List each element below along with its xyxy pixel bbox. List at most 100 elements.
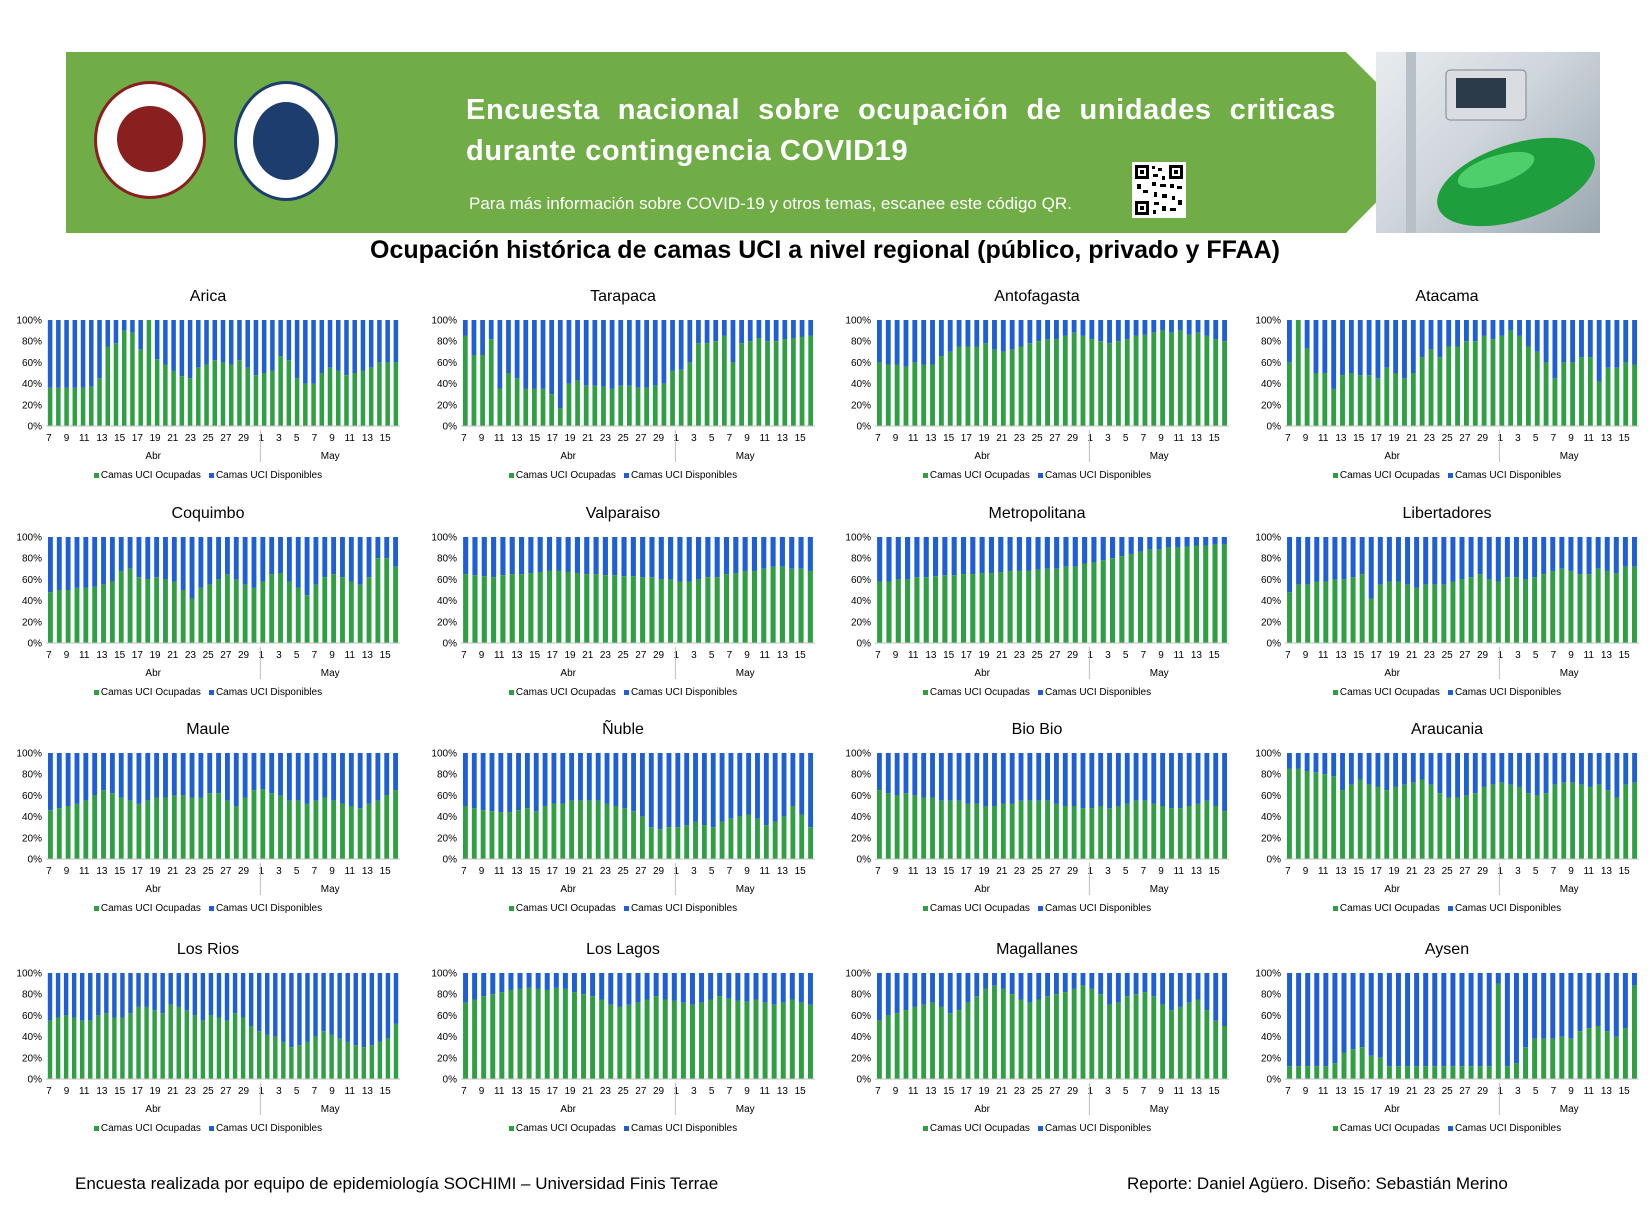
bar-ocupadas bbox=[581, 994, 587, 1079]
bar-disponibles bbox=[1622, 537, 1628, 567]
bar-ocupadas bbox=[196, 367, 201, 426]
bar-ocupadas bbox=[360, 370, 366, 426]
x-tick-label: 29 bbox=[1067, 866, 1079, 877]
x-tick-label: 11 bbox=[1584, 650, 1595, 661]
bar-disponibles bbox=[1082, 537, 1088, 564]
bar-ocupadas bbox=[1119, 556, 1125, 643]
bar-ocupadas bbox=[1212, 544, 1218, 643]
x-tick-label: 21 bbox=[1406, 866, 1418, 877]
bar-disponibles bbox=[644, 320, 650, 388]
bar-disponibles bbox=[1423, 537, 1429, 585]
bar-disponibles bbox=[152, 973, 157, 1011]
legend-label: Camas UCI Disponibles bbox=[1454, 470, 1562, 481]
bar-disponibles bbox=[1107, 973, 1112, 1005]
month-label: Abr bbox=[145, 451, 161, 462]
bar-ocupadas bbox=[1375, 378, 1381, 426]
bar-ocupadas bbox=[1459, 579, 1465, 643]
legend-item-disponibles: Camas UCI Disponibles bbox=[1037, 1123, 1151, 1134]
bar-disponibles bbox=[1419, 320, 1425, 358]
x-tick-label: 5 bbox=[294, 1086, 300, 1097]
legend-item-ocupadas: Camas UCI Ocupadas bbox=[508, 1123, 616, 1134]
bar-disponibles bbox=[1446, 753, 1452, 798]
bar-disponibles bbox=[1541, 537, 1547, 575]
bar-disponibles bbox=[648, 753, 654, 828]
bar-disponibles bbox=[352, 320, 357, 373]
bar-ocupadas bbox=[1195, 332, 1201, 426]
bar-ocupadas bbox=[83, 587, 89, 643]
legend-label: Camas UCI Ocupadas bbox=[1339, 687, 1440, 698]
x-tick-label: 5 bbox=[709, 433, 715, 444]
bar-disponibles bbox=[1080, 753, 1086, 809]
bar-ocupadas bbox=[118, 797, 124, 859]
x-tick-label: 7 bbox=[1285, 650, 1291, 661]
y-tick-label: 20% bbox=[1261, 833, 1281, 844]
x-tick-label: 15 bbox=[1353, 650, 1365, 661]
qr-code[interactable] bbox=[1132, 162, 1186, 218]
bar-ocupadas bbox=[886, 581, 892, 643]
bar-ocupadas bbox=[609, 388, 615, 426]
bar-disponibles bbox=[1468, 537, 1474, 578]
x-tick-label: 15 bbox=[114, 650, 126, 661]
bar-ocupadas bbox=[1128, 553, 1134, 643]
bar-ocupadas bbox=[1622, 1028, 1628, 1079]
bar-disponibles bbox=[1414, 537, 1420, 588]
legend-swatch bbox=[623, 689, 629, 695]
bar-disponibles bbox=[553, 973, 559, 988]
x-tick-label: 5 bbox=[1533, 866, 1539, 877]
x-tick-label: 7 bbox=[1141, 650, 1147, 661]
bar-disponibles bbox=[1332, 537, 1338, 580]
x-tick-label: 29 bbox=[653, 866, 665, 877]
x-tick-label: 15 bbox=[1209, 866, 1221, 877]
bar-disponibles bbox=[144, 973, 149, 1007]
bar-disponibles bbox=[992, 320, 997, 350]
x-tick-label: 11 bbox=[494, 866, 505, 877]
x-tick-label: 15 bbox=[114, 433, 126, 444]
bar-ocupadas bbox=[894, 364, 900, 426]
bar-ocupadas bbox=[472, 575, 478, 643]
bar-ocupadas bbox=[47, 592, 53, 643]
bar-disponibles bbox=[1543, 320, 1549, 363]
x-tick-label: 13 bbox=[1335, 433, 1347, 444]
bar-disponibles bbox=[885, 753, 891, 794]
bar-ocupadas bbox=[1605, 790, 1611, 859]
month-label: Abr bbox=[974, 1104, 990, 1115]
bar-disponibles bbox=[171, 537, 177, 582]
x-tick-label: 13 bbox=[362, 650, 374, 661]
bar-ocupadas bbox=[1423, 584, 1429, 643]
bar-ocupadas bbox=[1018, 800, 1024, 859]
x-tick-label: 25 bbox=[203, 866, 215, 877]
bar-disponibles bbox=[1541, 973, 1547, 1039]
legend-label: Camas UCI Ocupadas bbox=[929, 1123, 1030, 1134]
x-tick-label: 23 bbox=[1424, 650, 1436, 661]
bar-disponibles bbox=[1405, 973, 1411, 1067]
legend-item-disponibles: Camas UCI Disponibles bbox=[623, 903, 737, 914]
legend-item-ocupadas: Camas UCI Ocupadas bbox=[922, 470, 1030, 481]
x-tick-label: 19 bbox=[564, 650, 576, 661]
bar-ocupadas bbox=[781, 816, 787, 859]
bar-ocupadas bbox=[1614, 797, 1620, 859]
bar-ocupadas bbox=[1062, 335, 1068, 426]
legend-swatch bbox=[1447, 905, 1453, 911]
x-tick-label: 21 bbox=[167, 1086, 179, 1097]
y-tick-label: 60% bbox=[851, 1011, 871, 1022]
bar-ocupadas bbox=[189, 598, 195, 643]
bar-disponibles bbox=[684, 753, 690, 826]
y-tick-label: 60% bbox=[437, 1011, 457, 1022]
bar-ocupadas bbox=[772, 821, 778, 859]
bar-ocupadas bbox=[47, 810, 53, 859]
x-tick-label: 9 bbox=[893, 866, 899, 877]
bar-ocupadas bbox=[1089, 339, 1095, 426]
bar-ocupadas bbox=[1532, 1038, 1538, 1079]
bar-disponibles bbox=[55, 973, 61, 1018]
bar-disponibles bbox=[286, 753, 292, 801]
chart-title: Tarapaca bbox=[590, 288, 656, 305]
bar-ocupadas bbox=[1432, 1066, 1438, 1079]
x-tick-label: 25 bbox=[1442, 866, 1454, 877]
x-tick-label: 13 bbox=[777, 650, 789, 661]
bar-ocupadas bbox=[524, 808, 530, 859]
bar-ocupadas bbox=[348, 581, 354, 643]
bar-disponibles bbox=[983, 973, 989, 989]
x-tick-label: 13 bbox=[96, 650, 108, 661]
legend-item-ocupadas: Camas UCI Ocupadas bbox=[508, 903, 616, 914]
ventilator-illustration bbox=[1406, 52, 1595, 233]
